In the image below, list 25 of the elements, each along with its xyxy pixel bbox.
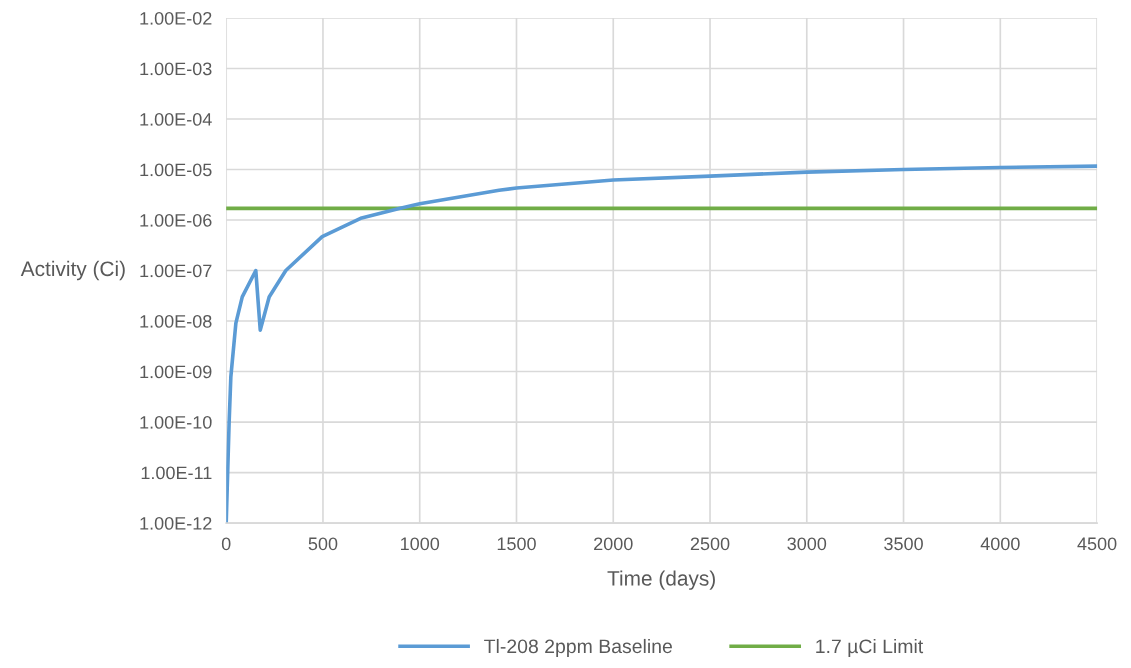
- y-tick-label: 1.00E-07: [140, 264, 212, 278]
- x-tick-label: 3000: [787, 537, 827, 551]
- x-tick-label: 1500: [497, 537, 536, 551]
- x-tick-label: 4500: [1077, 537, 1117, 551]
- y-tick-label: 1.00E-06: [140, 213, 212, 227]
- y-tick-label: 1.00E-08: [140, 314, 212, 328]
- x-tick-label: 0: [221, 537, 231, 551]
- x-axis-title: Time (days): [607, 570, 715, 590]
- x-tick-label: 500: [308, 537, 338, 551]
- y-tick-label: 1.00E-03: [140, 62, 212, 76]
- y-tick-label: 1.00E-05: [140, 163, 212, 177]
- y-axis-title: Activity (Ci): [20, 260, 125, 281]
- x-tick-label: 2500: [690, 537, 730, 551]
- y-tick-label: 1.00E-04: [140, 112, 212, 126]
- x-tick-label: 2000: [594, 537, 633, 551]
- x-tick-label: 3500: [884, 537, 923, 551]
- y-tick-label: 1.00E-11: [141, 466, 212, 480]
- legend-label: 1.7 µCi Limit: [816, 638, 924, 658]
- y-tick-label: 1.00E-10: [140, 415, 212, 429]
- y-tick-label: 1.00E-12: [140, 516, 212, 530]
- legend-label: Tl-208 2ppm Baseline: [484, 638, 672, 658]
- y-tick-label: 1.00E-09: [140, 365, 212, 379]
- x-tick-label: 1000: [401, 537, 440, 551]
- y-tick-label: 1.00E-02: [140, 11, 212, 25]
- x-tick-label: 4000: [980, 537, 1020, 551]
